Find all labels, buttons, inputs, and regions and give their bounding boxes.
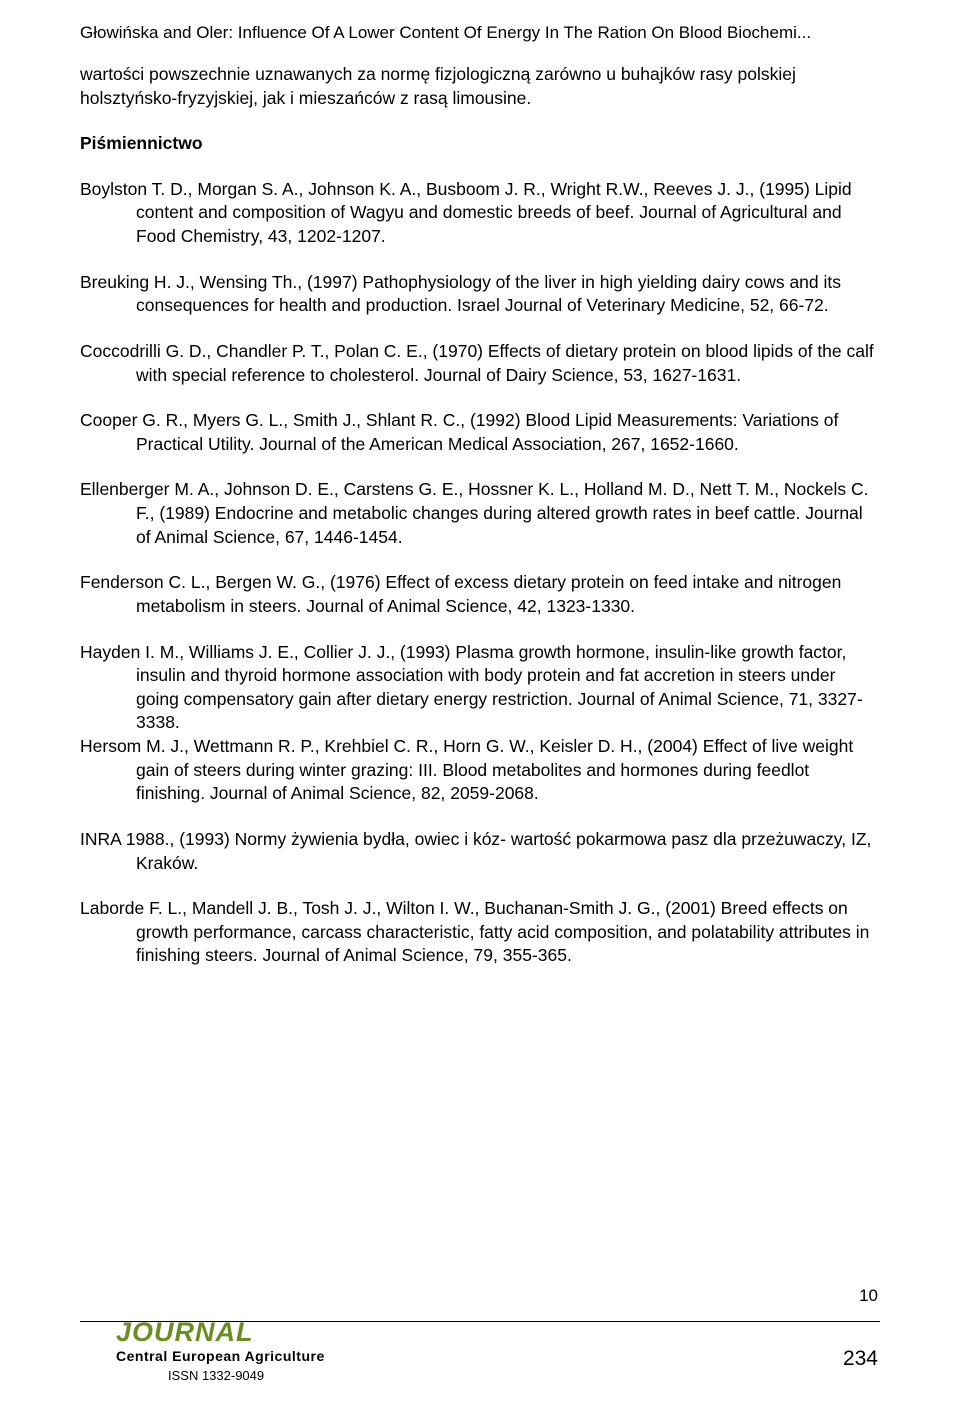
reference-item: Hayden I. M., Williams J. E., Collier J.…: [80, 641, 880, 736]
journal-title: JOURNAL: [116, 1314, 325, 1350]
page-number-large: 234: [843, 1345, 878, 1373]
page-number-small: 10: [859, 1285, 878, 1308]
reference-item: Cooper G. R., Myers G. L., Smith J., Shl…: [80, 409, 880, 456]
reference-item: Coccodrilli G. D., Chandler P. T., Polan…: [80, 340, 880, 387]
main-content: wartości powszechnie uznawanych za normę…: [0, 45, 960, 968]
reference-item: Ellenberger M. A., Johnson D. E., Carste…: [80, 478, 880, 549]
reference-item: Laborde F. L., Mandell J. B., Tosh J. J.…: [80, 897, 880, 968]
page-footer: JOURNAL Central European Agriculture ISS…: [0, 1321, 960, 1413]
reference-item: Breuking H. J., Wensing Th., (1997) Path…: [80, 271, 880, 318]
journal-logo: JOURNAL Central European Agriculture ISS…: [116, 1314, 325, 1385]
journal-subtitle: Central European Agriculture: [116, 1347, 325, 1366]
reference-item: Hersom M. J., Wettmann R. P., Krehbiel C…: [80, 735, 880, 806]
journal-issn: ISSN 1332-9049: [116, 1367, 325, 1385]
reference-item: INRA 1988., (1993) Normy żywienia bydła,…: [80, 828, 880, 875]
running-header: Głowińska and Oler: Influence Of A Lower…: [0, 0, 960, 45]
intro-paragraph: wartości powszechnie uznawanych za normę…: [80, 63, 880, 110]
reference-item: Boylston T. D., Morgan S. A., Johnson K.…: [80, 178, 880, 249]
reference-item: Fenderson C. L., Bergen W. G., (1976) Ef…: [80, 571, 880, 618]
references-heading: Piśmiennictwo: [80, 132, 880, 156]
